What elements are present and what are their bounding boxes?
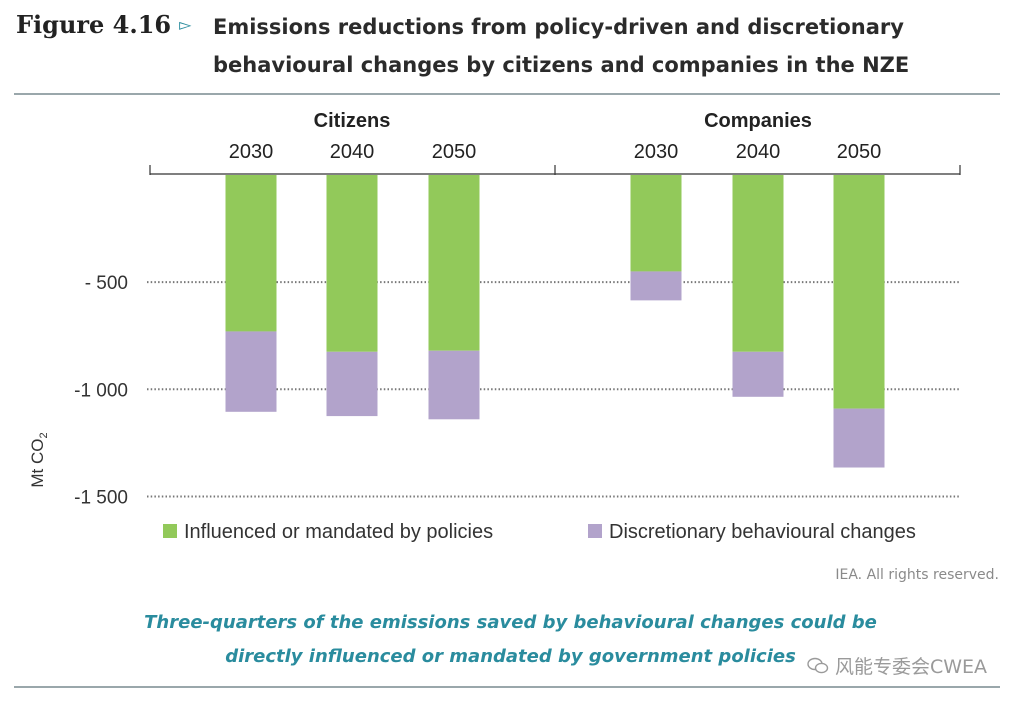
watermark-text: 风能专委会CWEA <box>834 656 987 678</box>
bar-policy-segment <box>225 175 277 332</box>
category-label: 2030 <box>634 141 679 163</box>
bar-discretionary-segment <box>428 350 480 420</box>
bar-discretionary-segment <box>833 408 885 468</box>
bar-policy-segment <box>326 175 378 352</box>
figure-label: Figure 4.16 ▻ <box>16 10 191 39</box>
y-tick-label: - 500 <box>85 273 128 294</box>
legend-label: Influenced or mandated by policies <box>184 521 493 543</box>
triangle-right-icon: ▻ <box>179 15 192 34</box>
y-tick-label: -1 500 <box>74 487 128 508</box>
wechat-icon <box>807 657 829 673</box>
top-divider <box>14 93 1000 95</box>
y-tick-label: -1 000 <box>74 380 128 401</box>
caption: Three-quarters of the emissions saved by… <box>0 606 1021 674</box>
bar-discretionary-segment <box>630 271 682 301</box>
legend-swatch <box>163 524 177 538</box>
legend-label: Discretionary behavioural changes <box>609 521 916 543</box>
group-label: Citizens <box>314 110 391 132</box>
category-label: 2040 <box>330 141 375 163</box>
watermark: 风能专委会CWEA <box>807 652 987 679</box>
bar-discretionary-segment <box>225 331 277 412</box>
bar-policy-segment <box>732 175 784 352</box>
bar-chart: - 500 -1 000 -1 500 Mt CO2 Citizens 2030 2040 2… <box>28 110 961 543</box>
category-label: 2050 <box>432 141 477 163</box>
caption-line-2: directly influenced or mandated by gover… <box>225 646 796 667</box>
credit-text: IEA. All rights reserved. <box>835 567 999 583</box>
bar-discretionary-segment <box>732 351 784 397</box>
bottom-divider <box>14 686 1000 688</box>
category-label: 2030 <box>229 141 274 163</box>
bar-policy-segment <box>428 175 480 351</box>
bar-discretionary-segment <box>326 351 378 417</box>
bar-policy-segment <box>833 175 885 409</box>
legend-swatch <box>588 524 602 538</box>
category-label: 2050 <box>837 141 882 163</box>
group-label: Companies <box>704 110 812 132</box>
bar-policy-segment <box>630 175 682 272</box>
y-axis-label: Mt CO2 <box>28 432 50 487</box>
caption-line-1: Three-quarters of the emissions saved by… <box>144 612 877 633</box>
category-label: 2040 <box>736 141 781 163</box>
figure-number: Figure 4.16 <box>16 10 172 39</box>
figure-title: Emissions reductions from policy-driven … <box>213 15 910 77</box>
